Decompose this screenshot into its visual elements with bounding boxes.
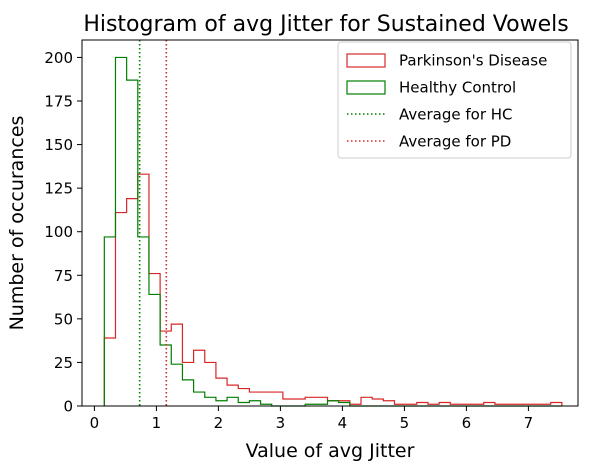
plot-frame (81, 39, 579, 407)
y-axis-ticks: 0 25 50 75 100 125 150 175 200 (44, 49, 82, 416)
legend-label: Average for HC (399, 106, 513, 124)
y-tick-label: 200 (44, 49, 73, 67)
reference-lines (138, 40, 168, 406)
legend-item-healthy-control: Healthy Control (346, 79, 516, 97)
x-tick-label: 6 (462, 414, 472, 432)
y-axis-title: Number of occurances (6, 116, 28, 331)
x-tick-label: 1 (152, 414, 162, 432)
y-tick-label: 25 (54, 354, 73, 372)
legend-label: Healthy Control (399, 79, 516, 97)
y-tick-label: 150 (44, 136, 73, 154)
x-tick-label: 4 (338, 414, 348, 432)
y-tick-label: 0 (63, 398, 73, 416)
legend-box (337, 41, 572, 159)
legend-item-parkinsons: Parkinson's Disease (346, 52, 547, 70)
y-tick-label: 50 (54, 310, 73, 328)
x-tick-label: 5 (400, 414, 410, 432)
legend-item-pd-average: Average for PD (347, 133, 511, 151)
y-tick-label: 100 (44, 223, 73, 241)
y-tick-label: 75 (54, 267, 73, 285)
x-tick-label: 0 (90, 414, 100, 432)
y-tick-label: 125 (44, 180, 73, 198)
x-tick-label: 7 (524, 414, 534, 432)
x-axis-title: Value of avg Jitter (246, 440, 415, 462)
chart-title: Histogram of avg Jitter for Sustained Vo… (83, 12, 568, 37)
x-axis-ticks: 0 1 2 3 4 5 6 7 (90, 406, 534, 432)
legend-label: Average for PD (399, 133, 511, 151)
series-parkinsons-histogram (103, 173, 563, 406)
x-tick-label: 2 (214, 414, 224, 432)
legend: Parkinson's Disease Healthy Control Averag… (337, 41, 572, 159)
legend-label: Parkinson's Disease (399, 52, 547, 70)
legend-swatch (346, 80, 386, 95)
legend-swatch (346, 53, 386, 68)
y-tick-label: 175 (44, 93, 73, 111)
legend-item-hc-average: Average for HC (347, 106, 513, 124)
x-tick-label: 3 (276, 414, 286, 432)
